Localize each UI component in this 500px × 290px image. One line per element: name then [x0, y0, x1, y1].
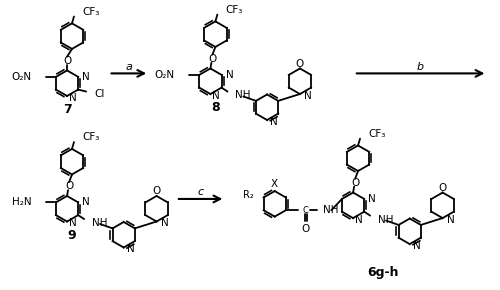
Text: N: N: [368, 194, 376, 204]
Text: O₂N: O₂N: [11, 72, 31, 82]
Text: 8: 8: [211, 101, 220, 114]
Text: 9: 9: [68, 229, 76, 242]
Text: H₂N: H₂N: [12, 197, 31, 207]
Text: O: O: [302, 224, 310, 234]
Text: R₂: R₂: [243, 190, 254, 200]
Text: CF₃: CF₃: [82, 7, 100, 17]
Text: NH: NH: [378, 215, 394, 224]
Text: N: N: [355, 215, 363, 225]
Text: N: N: [226, 70, 234, 80]
Text: CF₃: CF₃: [226, 5, 242, 14]
Text: O: O: [65, 181, 73, 191]
Text: N: N: [412, 241, 420, 251]
Text: O: O: [152, 186, 160, 196]
Text: N: N: [69, 218, 77, 229]
Text: N: N: [446, 215, 454, 225]
Text: CF₃: CF₃: [82, 132, 100, 142]
Text: 6g-h: 6g-h: [367, 266, 398, 278]
Text: N: N: [270, 117, 278, 127]
Text: NH: NH: [92, 218, 108, 228]
Text: O: O: [63, 56, 71, 66]
Text: CF₃: CF₃: [368, 129, 386, 139]
Text: O₂N: O₂N: [154, 70, 174, 80]
Text: N: N: [304, 91, 312, 101]
Text: b: b: [417, 61, 424, 72]
Text: NH: NH: [236, 90, 251, 100]
Text: N: N: [212, 91, 220, 101]
Text: O: O: [351, 178, 359, 188]
Text: N: N: [126, 244, 134, 254]
Text: X: X: [271, 179, 278, 189]
Text: 7: 7: [62, 103, 72, 116]
Text: N: N: [69, 93, 77, 103]
Text: O: O: [438, 183, 446, 193]
Text: N: N: [82, 197, 90, 207]
Text: c: c: [198, 187, 203, 197]
Text: O: O: [296, 59, 304, 69]
Text: C: C: [302, 206, 308, 215]
Text: a: a: [126, 61, 132, 72]
Text: N: N: [160, 218, 168, 229]
Text: NH: NH: [324, 205, 339, 215]
Text: Cl: Cl: [94, 88, 104, 99]
Text: N: N: [82, 72, 90, 82]
Text: O: O: [208, 54, 216, 64]
